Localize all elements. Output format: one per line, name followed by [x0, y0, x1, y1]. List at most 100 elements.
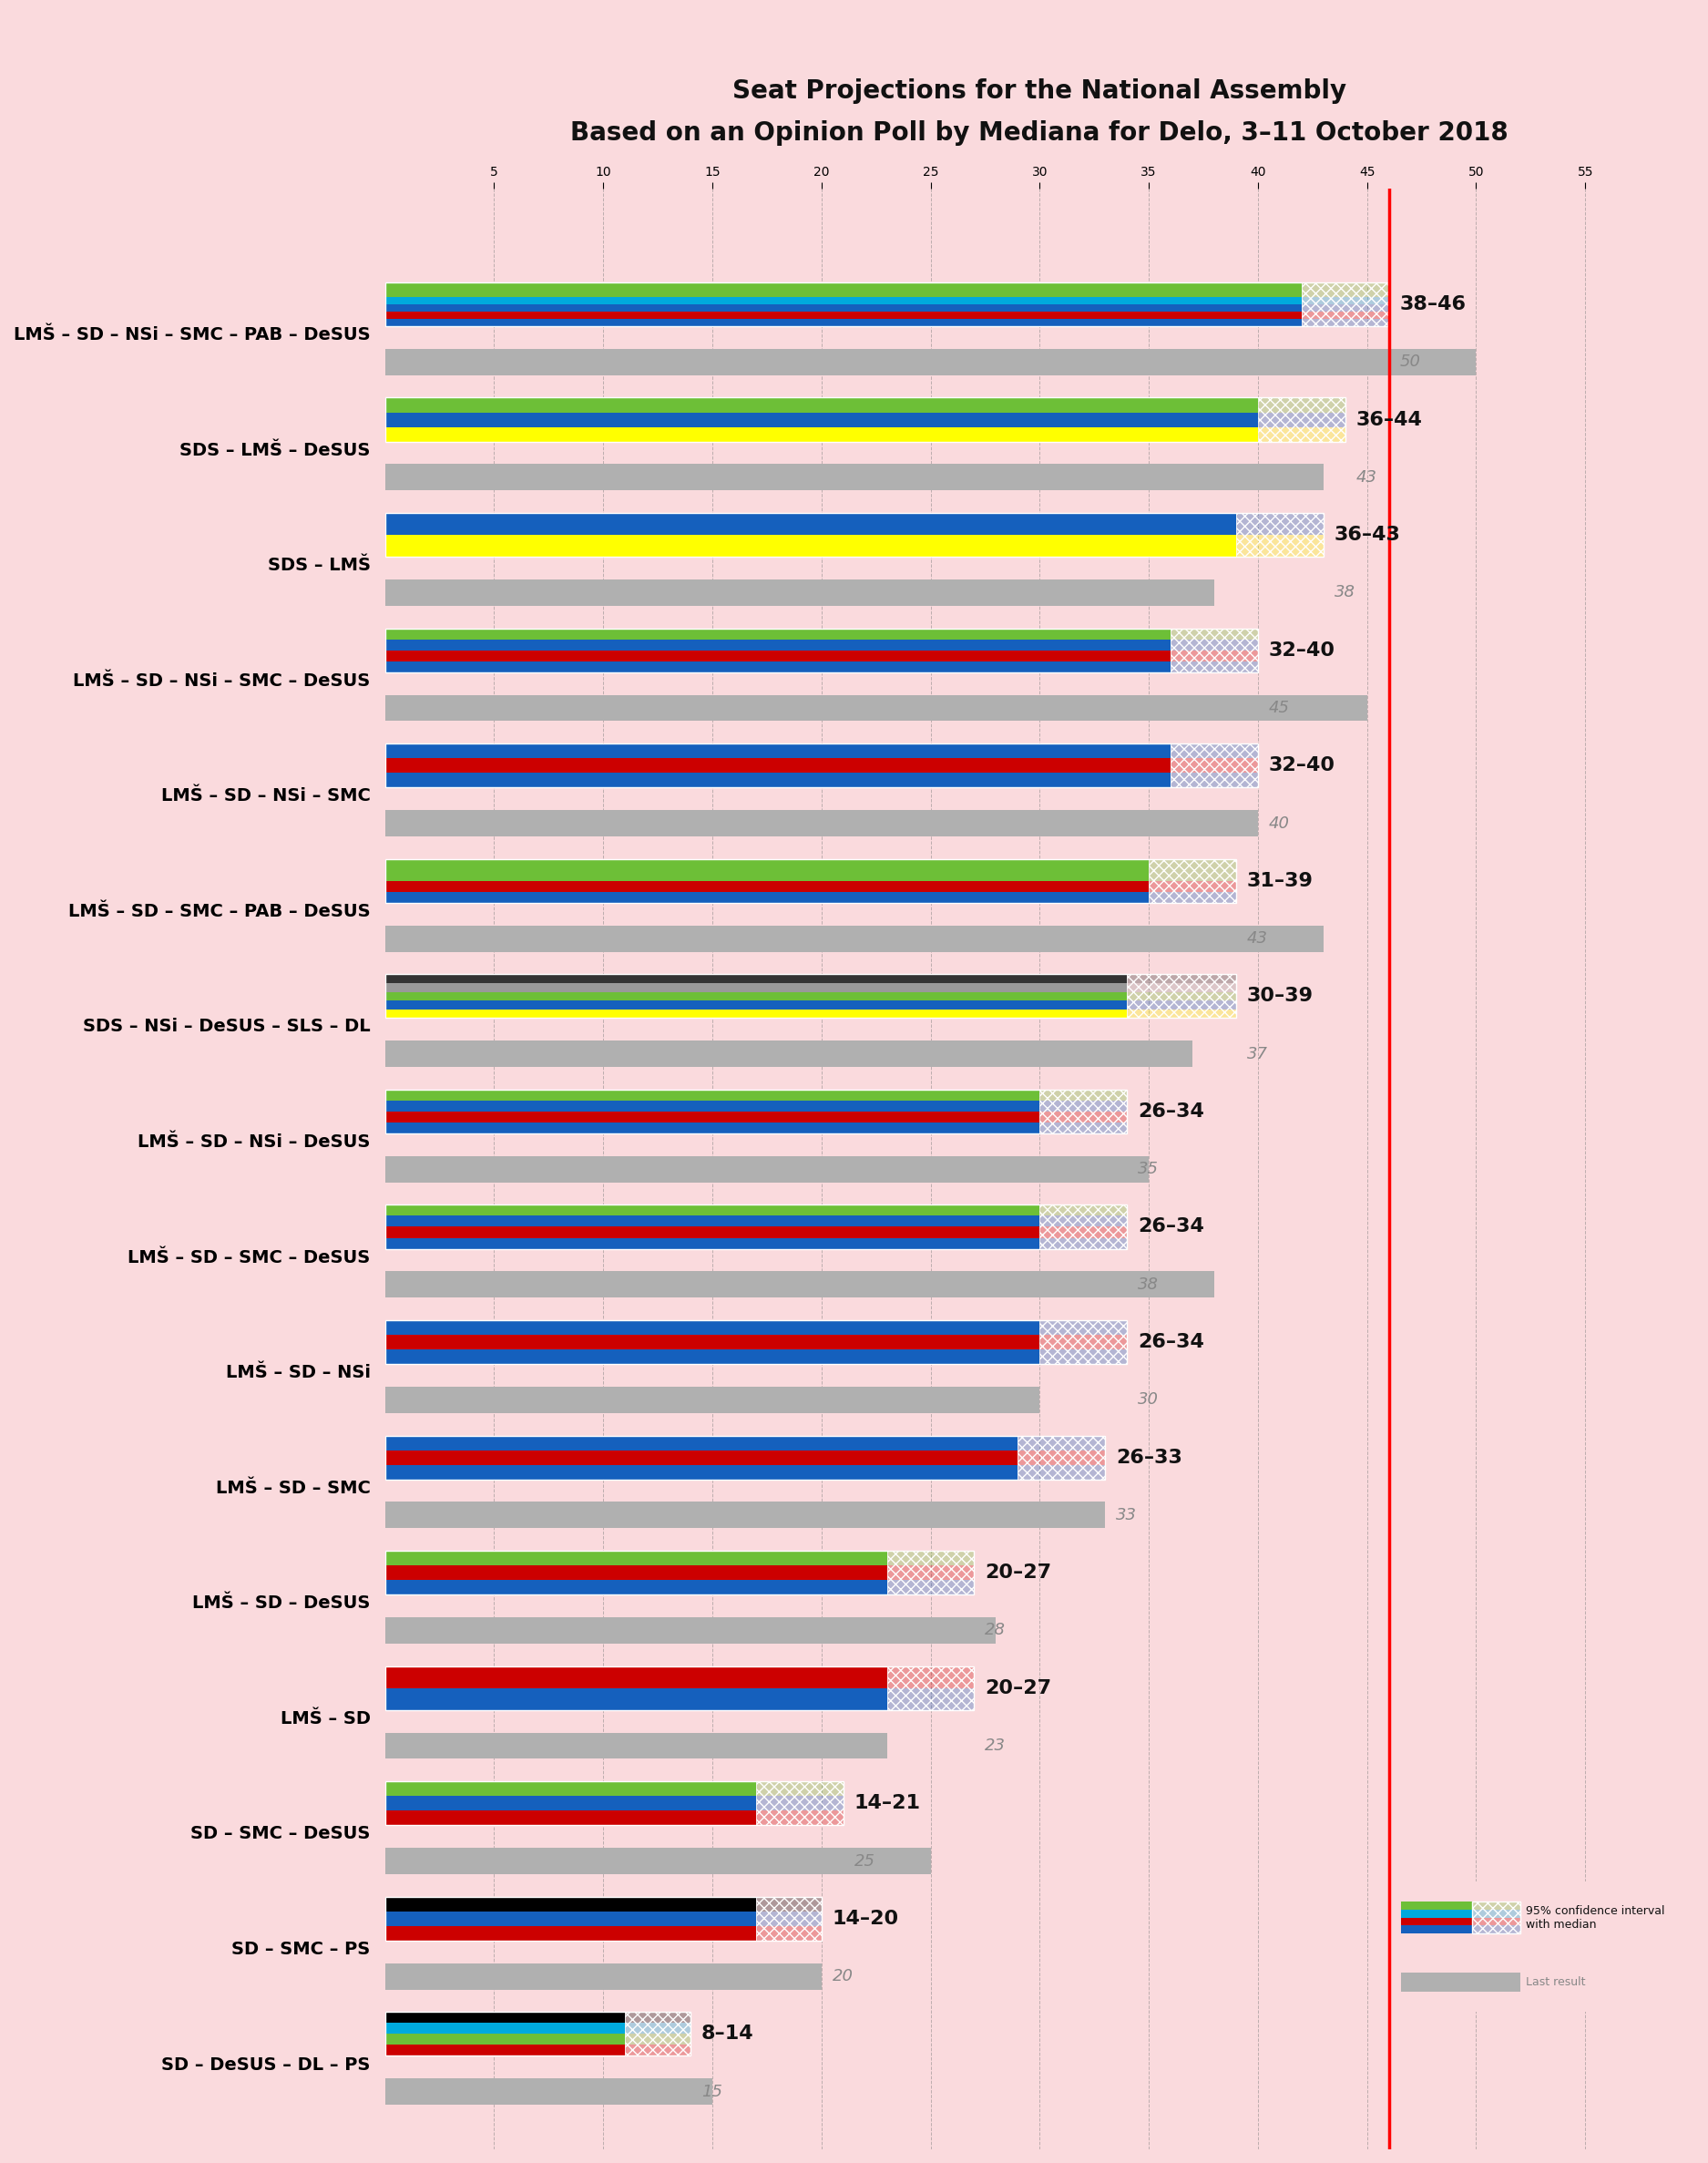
- Bar: [384, 283, 1389, 327]
- Bar: [384, 398, 1257, 413]
- Bar: [384, 580, 1214, 606]
- Bar: [384, 1687, 886, 1711]
- Bar: [625, 2012, 690, 2055]
- Bar: [384, 1090, 1127, 1133]
- Bar: [1257, 426, 1346, 441]
- Bar: [384, 859, 1149, 870]
- Text: 25: 25: [854, 1854, 874, 1869]
- Bar: [384, 982, 1127, 993]
- Bar: [757, 1810, 844, 1826]
- Bar: [384, 2012, 690, 2055]
- Bar: [757, 1897, 822, 1940]
- Bar: [384, 413, 1257, 426]
- Bar: [384, 880, 1149, 891]
- Bar: [1301, 283, 1389, 327]
- Text: 38: 38: [1334, 584, 1354, 601]
- Bar: [1472, 1901, 1520, 1934]
- Bar: [1040, 1090, 1127, 1133]
- Bar: [384, 513, 1324, 556]
- Bar: [1301, 311, 1389, 318]
- Bar: [384, 1501, 1105, 1529]
- Bar: [384, 318, 1301, 327]
- Bar: [1149, 880, 1237, 891]
- Text: 14–20: 14–20: [832, 1910, 898, 1927]
- Bar: [1401, 1901, 1472, 1910]
- Bar: [757, 1782, 844, 1795]
- Bar: [1040, 1112, 1127, 1123]
- Bar: [384, 426, 1257, 441]
- Bar: [1040, 1205, 1127, 1248]
- Bar: [1170, 772, 1257, 787]
- Bar: [384, 348, 1476, 374]
- Bar: [886, 1566, 974, 1579]
- Bar: [1149, 859, 1237, 870]
- Bar: [1472, 1916, 1520, 1925]
- Bar: [384, 2079, 712, 2105]
- Text: 32–40: 32–40: [1269, 640, 1336, 660]
- Bar: [384, 1319, 1127, 1365]
- Text: 20: 20: [832, 1968, 854, 1986]
- Bar: [1257, 413, 1346, 426]
- Bar: [1170, 662, 1257, 673]
- Bar: [1170, 759, 1257, 772]
- Text: 32–40: 32–40: [1269, 757, 1336, 774]
- Bar: [384, 1566, 886, 1579]
- Bar: [1301, 283, 1389, 290]
- Bar: [886, 1551, 974, 1566]
- Bar: [384, 1335, 1040, 1350]
- Bar: [384, 2012, 625, 2022]
- Text: 30–39: 30–39: [1247, 986, 1313, 1006]
- Text: 26–33: 26–33: [1115, 1449, 1182, 1467]
- Bar: [384, 1897, 757, 1912]
- Bar: [625, 2022, 690, 2033]
- Bar: [384, 1436, 1105, 1479]
- Title: Seat Projections for the National Assembly
Based on an Opinion Poll by Mediana f: Seat Projections for the National Assemb…: [570, 78, 1508, 145]
- Bar: [1170, 651, 1257, 662]
- Bar: [1040, 1226, 1127, 1237]
- Bar: [1127, 982, 1237, 993]
- Bar: [1040, 1319, 1127, 1365]
- Text: 30: 30: [1138, 1391, 1158, 1408]
- Bar: [384, 1205, 1040, 1216]
- Bar: [384, 1272, 1214, 1298]
- Bar: [625, 2012, 690, 2022]
- Bar: [886, 1666, 974, 1687]
- Bar: [384, 870, 1149, 880]
- Bar: [1040, 1335, 1127, 1350]
- Bar: [1040, 1237, 1127, 1248]
- Bar: [384, 772, 1170, 787]
- Text: 38: 38: [1138, 1276, 1158, 1293]
- Bar: [1040, 1350, 1127, 1365]
- Bar: [384, 283, 1301, 290]
- Text: 35: 35: [1138, 1162, 1158, 1177]
- Bar: [1170, 744, 1257, 787]
- Bar: [384, 311, 1301, 318]
- Text: 26–34: 26–34: [1138, 1103, 1204, 1120]
- Bar: [886, 1666, 974, 1711]
- Bar: [1127, 973, 1237, 1019]
- Bar: [384, 1123, 1040, 1133]
- Bar: [384, 2033, 625, 2044]
- Bar: [1257, 398, 1346, 413]
- Bar: [384, 1010, 1127, 1019]
- Bar: [384, 1319, 1040, 1335]
- Bar: [384, 1579, 886, 1594]
- Bar: [384, 1350, 1040, 1365]
- Bar: [1149, 870, 1237, 880]
- Bar: [625, 2044, 690, 2055]
- Text: 15: 15: [702, 2083, 722, 2100]
- Bar: [1018, 1436, 1105, 1479]
- Bar: [384, 973, 1127, 982]
- Bar: [384, 1782, 757, 1795]
- Bar: [384, 926, 1324, 952]
- Bar: [384, 1551, 886, 1566]
- Text: 8–14: 8–14: [702, 2025, 753, 2044]
- Bar: [886, 1687, 974, 1711]
- Text: 31–39: 31–39: [1247, 872, 1313, 889]
- Bar: [384, 1912, 757, 1925]
- Bar: [384, 1216, 1040, 1226]
- Text: 43: 43: [1356, 469, 1377, 485]
- Bar: [384, 973, 1237, 1019]
- Bar: [1040, 1101, 1127, 1112]
- Text: 40: 40: [1269, 815, 1290, 831]
